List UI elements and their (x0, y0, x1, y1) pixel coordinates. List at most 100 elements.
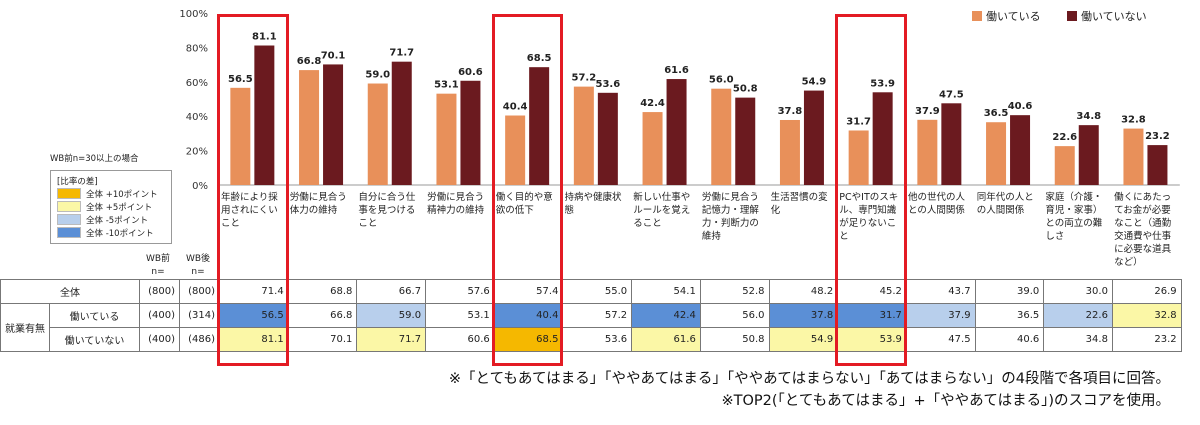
value-cell: 57.2 (562, 303, 633, 328)
difference-legend: WB前n=30以上の場合 [比率の差] 全体 +10ポイント 全体 +5ポイント全… (50, 152, 172, 244)
bar-working (505, 115, 526, 185)
bar-working (367, 83, 388, 185)
bar-data-label: 50.8 (733, 84, 758, 95)
legend-item: 全体 +10ポイント (57, 187, 165, 200)
bar-working (848, 130, 869, 185)
value-cell: 26.9 (1111, 279, 1182, 304)
value-cell: 53.6 (562, 327, 633, 352)
table-row: 働いていない (400) (486) 81.1 70.1 71.7 60.6 68.5 53.6… (1, 327, 1182, 352)
sample-size-cell: (400) (139, 303, 180, 328)
value-cell: 48.2 (768, 279, 839, 304)
highlight-box (835, 14, 907, 366)
bar-data-label: 53.9 (870, 78, 895, 89)
value-cell: 70.1 (287, 327, 358, 352)
sample-size-cell: (314) (179, 303, 220, 328)
bar-data-label: 66.8 (297, 56, 322, 67)
value-cell: 54.9 (768, 327, 839, 352)
bar-data-label: 36.5 (984, 108, 1009, 119)
x-tick-label: 他の世代の人との人間関係 (908, 192, 966, 216)
y-tick-label: 0% (192, 181, 208, 192)
bar-data-label: 54.9 (802, 77, 827, 88)
bar-working (230, 87, 251, 185)
sample-size-cell: (486) (179, 327, 220, 352)
legend-item: 全体 -5ポイント (57, 213, 165, 226)
bar-not-working (323, 64, 344, 185)
x-tick-label: 労働に見合う記憶力・理解力・判断力の維持 (701, 192, 759, 242)
value-cell: 53.1 (425, 303, 495, 328)
note-1: ※「とてもあてはまる」「ややあてはまる」「ややあてはまらない」「あてはまらない」… (448, 371, 1170, 387)
legend-condition: WB前n=30以上の場合 (50, 154, 139, 164)
bar-data-label: 61.6 (664, 65, 689, 76)
bar-working (779, 119, 800, 185)
y-tick-label: 100% (179, 9, 208, 20)
table-row: 就業有無 働いている (400) (314) 56.5 66.8 59.0 53.1 40.4 5… (0, 303, 1182, 352)
value-cell: 66.8 (287, 303, 358, 328)
x-tick-label: PCやITのスキル、専門知識が足りないこと (839, 192, 899, 242)
value-cell: 40.4 (493, 303, 564, 328)
bar-data-label: 23.2 (1145, 131, 1170, 142)
sample-size-cell: (400) (139, 327, 180, 352)
legend-item-label: 全体 +5ポイント (86, 202, 153, 213)
bar-not-working (735, 97, 756, 185)
bar-data-label: 59.0 (365, 70, 390, 81)
row-label: 働いている (49, 303, 140, 328)
bar-working (917, 119, 938, 185)
bar-data-label: 47.5 (939, 89, 964, 100)
bar-not-working (803, 90, 824, 185)
value-cell: 47.5 (905, 327, 976, 352)
legend-header: [比率の差] (57, 177, 98, 187)
x-tick-label: 年齢により採用されにくいこと (221, 192, 278, 229)
bar-data-label: 56.5 (228, 74, 253, 85)
table-row: 全体 (800) (800) 71.4 68.8 66.7 57.6 57.4 55.0 54.1… (0, 279, 1182, 304)
legend-swatch (1067, 11, 1077, 21)
bar-working (299, 70, 320, 185)
bar-working (1054, 146, 1075, 185)
legend-item-label: 全体 +10ポイント (86, 189, 158, 200)
header-wb-before: WB前 n= (145, 254, 171, 277)
x-tick-label: 労働に見合う精神力の維持 (427, 192, 485, 216)
bar-data-label: 53.6 (596, 79, 621, 90)
value-cell: 56.5 (219, 303, 289, 328)
value-cell: 71.7 (356, 327, 427, 352)
sample-size-cell: (800) (179, 279, 220, 304)
x-tick-label: 自分に合う仕事を見つけること (358, 192, 416, 229)
x-tick-label: 持病や健康状態 (564, 192, 622, 216)
bar-working (1123, 128, 1144, 185)
bar-data-label: 40.6 (1008, 101, 1033, 112)
value-cell: 59.0 (356, 303, 427, 328)
bar-not-working (872, 92, 893, 185)
bar-working (711, 88, 732, 185)
row-label: 働いていない (49, 327, 140, 352)
value-cell: 66.7 (356, 279, 427, 304)
row-label: 全体 (0, 279, 140, 304)
notes: ※「とてもあてはまる」「ややあてはまる」「ややあてはまらない」「あてはまらない」… (449, 368, 1170, 412)
bar-not-working (1147, 145, 1168, 185)
value-cell: 39.0 (974, 279, 1045, 304)
value-cell: 60.6 (425, 327, 495, 352)
value-cell: 61.6 (631, 327, 701, 352)
bar-data-label: 70.1 (321, 50, 346, 61)
bar-data-label: 57.2 (572, 73, 597, 84)
value-cell: 34.8 (1043, 327, 1113, 352)
bar-working (436, 93, 457, 185)
legend-item: 全体 +5ポイント (57, 200, 165, 213)
bar-not-working (391, 61, 412, 186)
value-cell: 22.6 (1043, 303, 1113, 328)
sample-size-cell: (800) (139, 279, 180, 304)
y-tick-label: 40% (186, 112, 208, 123)
y-tick-label: 60% (186, 78, 208, 89)
value-cell: 57.6 (425, 279, 495, 304)
legend-color-swatch (57, 201, 81, 212)
bar-not-working (941, 103, 962, 185)
bar-data-label: 34.8 (1076, 111, 1101, 122)
bar-data-label: 53.1 (434, 80, 459, 91)
value-cell: 23.2 (1111, 327, 1182, 352)
value-cell: 40.6 (974, 327, 1045, 352)
note-2: ※TOP2(「とてもあてはまる」+「ややあてはまる」)のスコアを使用。 (721, 393, 1170, 409)
value-cell: 56.0 (699, 303, 770, 328)
legend-color-swatch (57, 214, 81, 225)
bar-data-label: 37.9 (915, 106, 940, 117)
bar-data-label: 60.6 (458, 67, 483, 78)
bar-not-working (666, 79, 687, 185)
legend-swatch (972, 11, 982, 21)
